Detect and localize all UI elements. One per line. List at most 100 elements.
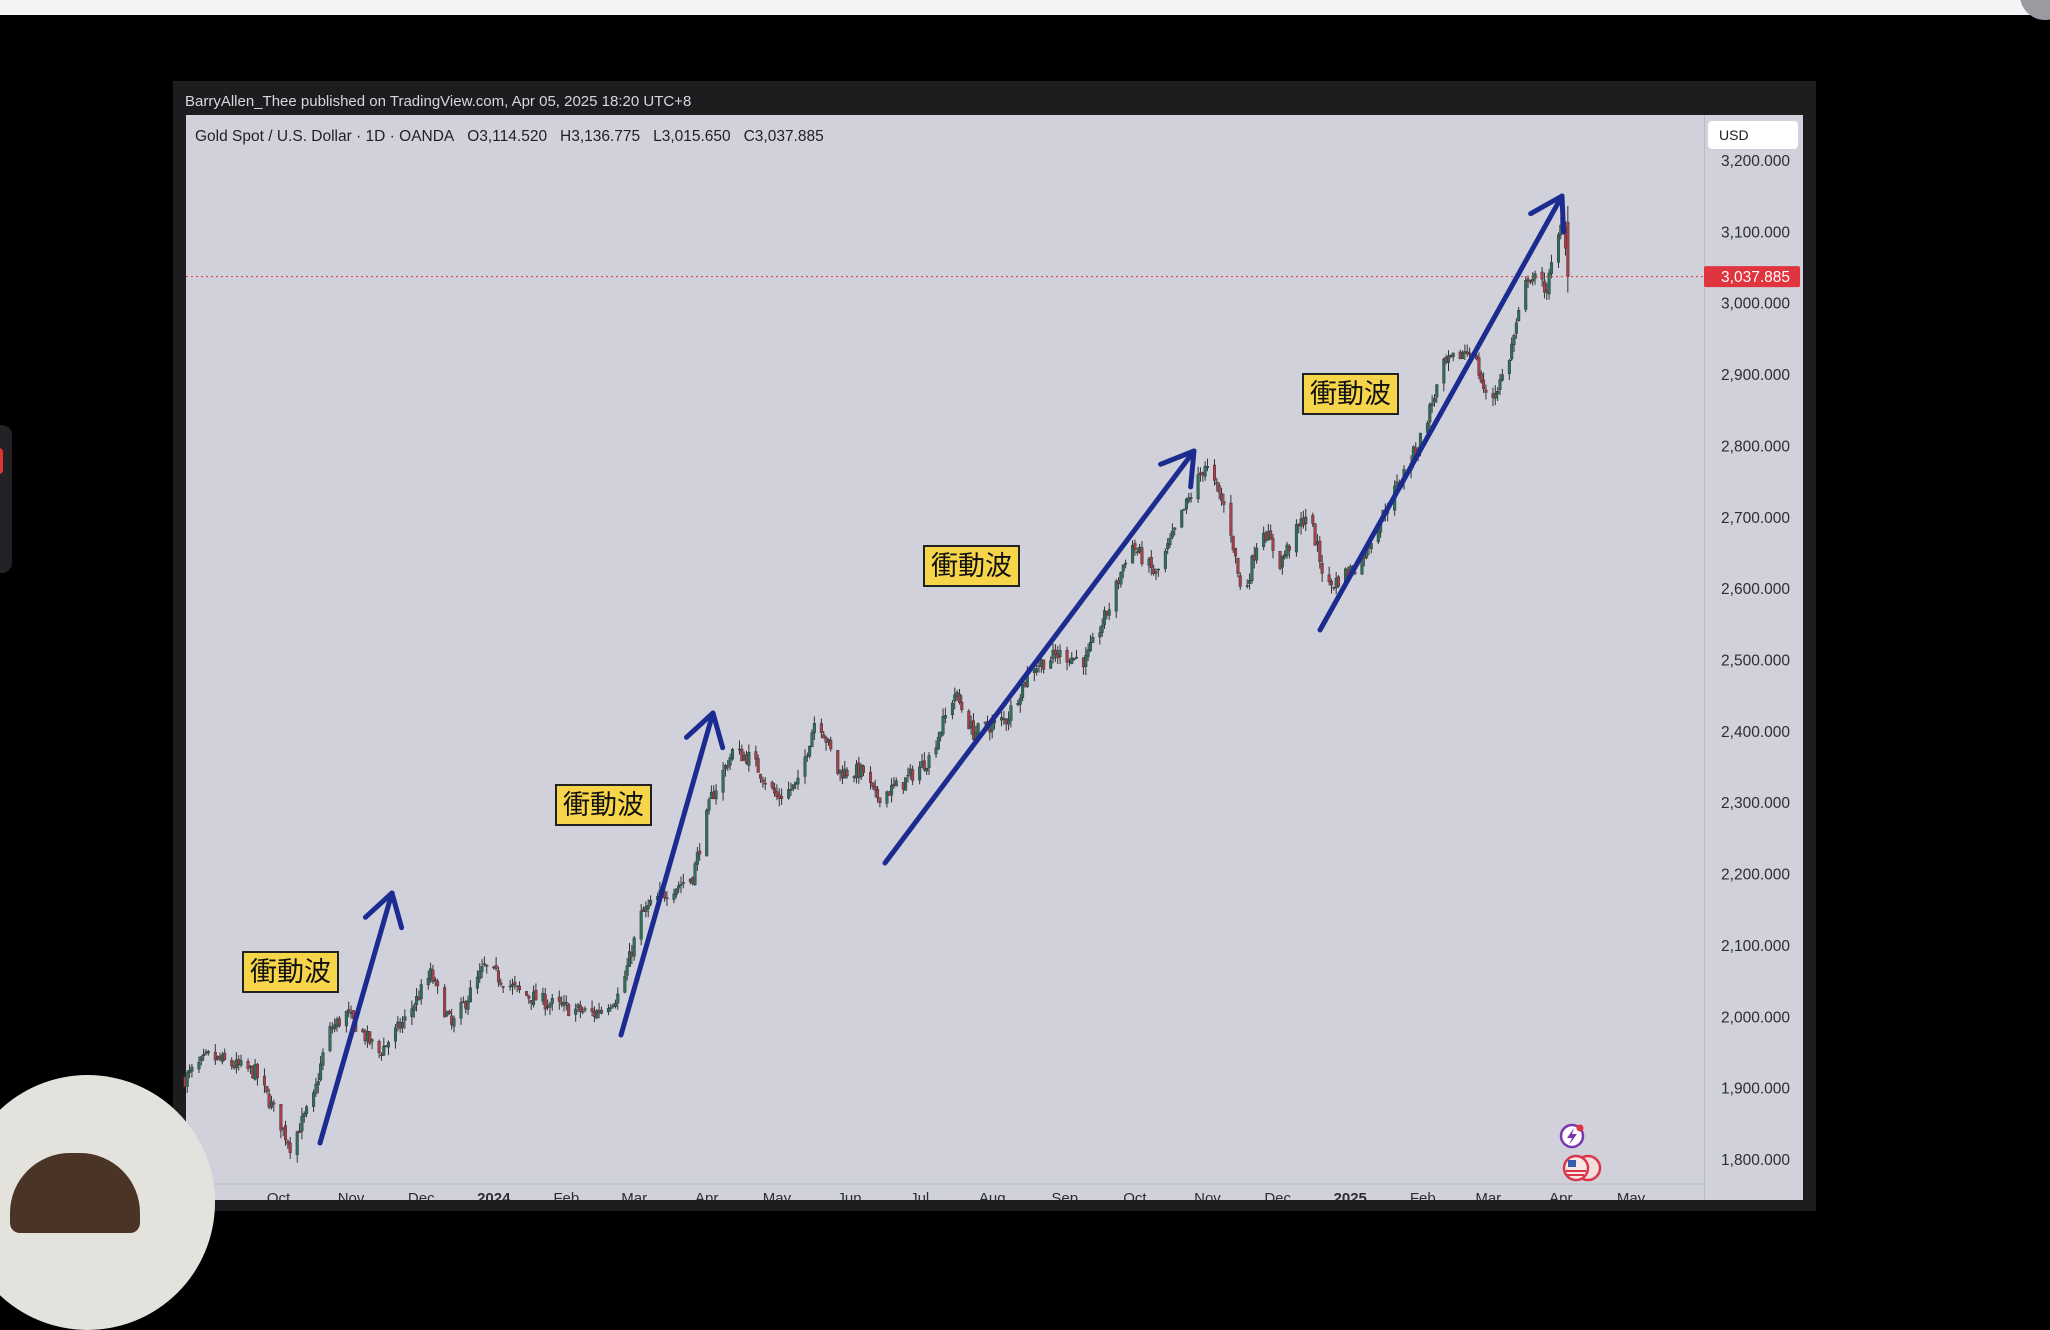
candle-body bbox=[1461, 352, 1465, 359]
candle-body bbox=[953, 694, 957, 702]
candle bbox=[599, 1006, 603, 1015]
candle-body bbox=[197, 1062, 201, 1070]
impulse-wave-label[interactable]: 衝動波 bbox=[242, 951, 339, 993]
candle bbox=[1119, 571, 1123, 588]
candle-body bbox=[478, 970, 482, 979]
candle bbox=[1184, 497, 1188, 515]
candle bbox=[1245, 579, 1249, 589]
price-scale[interactable] bbox=[1704, 115, 1803, 1200]
candle-body bbox=[873, 785, 877, 791]
time-tick-label: Apr bbox=[695, 1190, 718, 1200]
candle-body bbox=[1517, 310, 1521, 321]
candle bbox=[279, 1104, 283, 1139]
candle-body bbox=[1294, 524, 1298, 553]
candle-body bbox=[557, 996, 561, 1002]
chart-plot-area[interactable] bbox=[186, 115, 1704, 1200]
impulse-wave-label[interactable]: 衝動波 bbox=[555, 784, 652, 826]
candle-body bbox=[410, 1008, 414, 1017]
candle bbox=[1376, 528, 1380, 545]
candle bbox=[681, 873, 685, 889]
arrow-head bbox=[1528, 193, 1566, 235]
time-tick-label: Feb bbox=[553, 1190, 579, 1200]
candle-body bbox=[548, 1003, 552, 1008]
candle-body bbox=[1100, 625, 1104, 633]
candle-body bbox=[728, 757, 732, 766]
candle bbox=[1465, 344, 1469, 357]
candle bbox=[1070, 651, 1074, 665]
candle bbox=[1072, 657, 1076, 661]
candle-body bbox=[436, 981, 440, 987]
recording-indicator bbox=[0, 448, 3, 474]
candle bbox=[824, 735, 828, 751]
candle-body bbox=[1203, 465, 1207, 477]
candle bbox=[466, 995, 470, 1015]
candle-body bbox=[740, 748, 744, 762]
candle-body bbox=[284, 1125, 288, 1141]
candle bbox=[1084, 647, 1088, 676]
candle bbox=[1182, 508, 1186, 511]
candle bbox=[623, 970, 627, 994]
candle-body bbox=[1103, 610, 1107, 625]
candle bbox=[1287, 543, 1291, 559]
candle-body bbox=[1088, 641, 1092, 651]
candle bbox=[1152, 564, 1156, 576]
symbol-legend[interactable]: Gold Spot / U.S. Dollar · 1D · OANDA O3,… bbox=[195, 128, 824, 146]
candle bbox=[1255, 543, 1259, 564]
candle bbox=[730, 747, 734, 761]
candle bbox=[518, 981, 522, 994]
candle-body bbox=[1327, 574, 1331, 582]
time-tick-label: Mar bbox=[1475, 1190, 1501, 1200]
candle-body bbox=[1009, 705, 1013, 721]
candle-body bbox=[1107, 609, 1111, 616]
candle-body bbox=[1007, 718, 1011, 725]
candle-body bbox=[265, 1085, 269, 1093]
candle-body bbox=[878, 797, 882, 804]
candle-body bbox=[649, 900, 653, 905]
candle bbox=[452, 1015, 456, 1033]
candle bbox=[829, 736, 833, 752]
candle bbox=[1280, 555, 1284, 575]
time-tick-label: Apr bbox=[1549, 1190, 1572, 1200]
candle bbox=[1086, 643, 1090, 661]
time-tick-label: May bbox=[763, 1190, 792, 1200]
impulse-wave-label[interactable]: 衝動波 bbox=[1302, 373, 1399, 415]
currency-button[interactable]: USD bbox=[1708, 121, 1798, 149]
candle-body bbox=[199, 1056, 203, 1062]
candle bbox=[1154, 568, 1158, 581]
candle-body bbox=[822, 734, 826, 739]
candlestick-chart[interactable]: 3,200.000 3,100.000 3,000.000 2,900.000 2,80… bbox=[0, 0, 2050, 1200]
candle bbox=[394, 1024, 398, 1049]
candle bbox=[845, 767, 849, 779]
candle bbox=[1428, 402, 1432, 429]
candle bbox=[255, 1062, 259, 1086]
arrow-shaft bbox=[1317, 193, 1565, 633]
candle bbox=[199, 1055, 203, 1066]
candle-body bbox=[480, 966, 484, 972]
last-price-badge-bg bbox=[1704, 266, 1800, 288]
candle-body bbox=[300, 1116, 304, 1132]
candle bbox=[819, 718, 823, 739]
candle bbox=[1114, 579, 1118, 619]
candle-body bbox=[796, 777, 800, 785]
candle bbox=[1140, 541, 1144, 567]
candle-body bbox=[698, 850, 702, 855]
candle-body bbox=[693, 863, 697, 885]
candle bbox=[677, 881, 681, 893]
candle bbox=[1058, 644, 1062, 665]
candle-body bbox=[1526, 278, 1530, 281]
candle bbox=[410, 1000, 414, 1025]
candle-body bbox=[328, 1026, 332, 1051]
last-price-badge: 3,037.885 bbox=[1704, 266, 1800, 288]
side-floating-panel[interactable] bbox=[0, 425, 12, 573]
candle bbox=[262, 1068, 266, 1093]
impulse-wave-label[interactable]: 衝動波 bbox=[923, 545, 1020, 587]
candle-body bbox=[628, 951, 632, 967]
time-tick-label: Nov bbox=[338, 1190, 365, 1200]
candle-body bbox=[1475, 355, 1479, 360]
candle-body bbox=[370, 1039, 374, 1042]
candle-body bbox=[206, 1051, 210, 1054]
candle-body bbox=[646, 904, 650, 909]
candle bbox=[190, 1063, 194, 1078]
candle bbox=[803, 749, 807, 785]
candle-body bbox=[412, 1005, 416, 1011]
